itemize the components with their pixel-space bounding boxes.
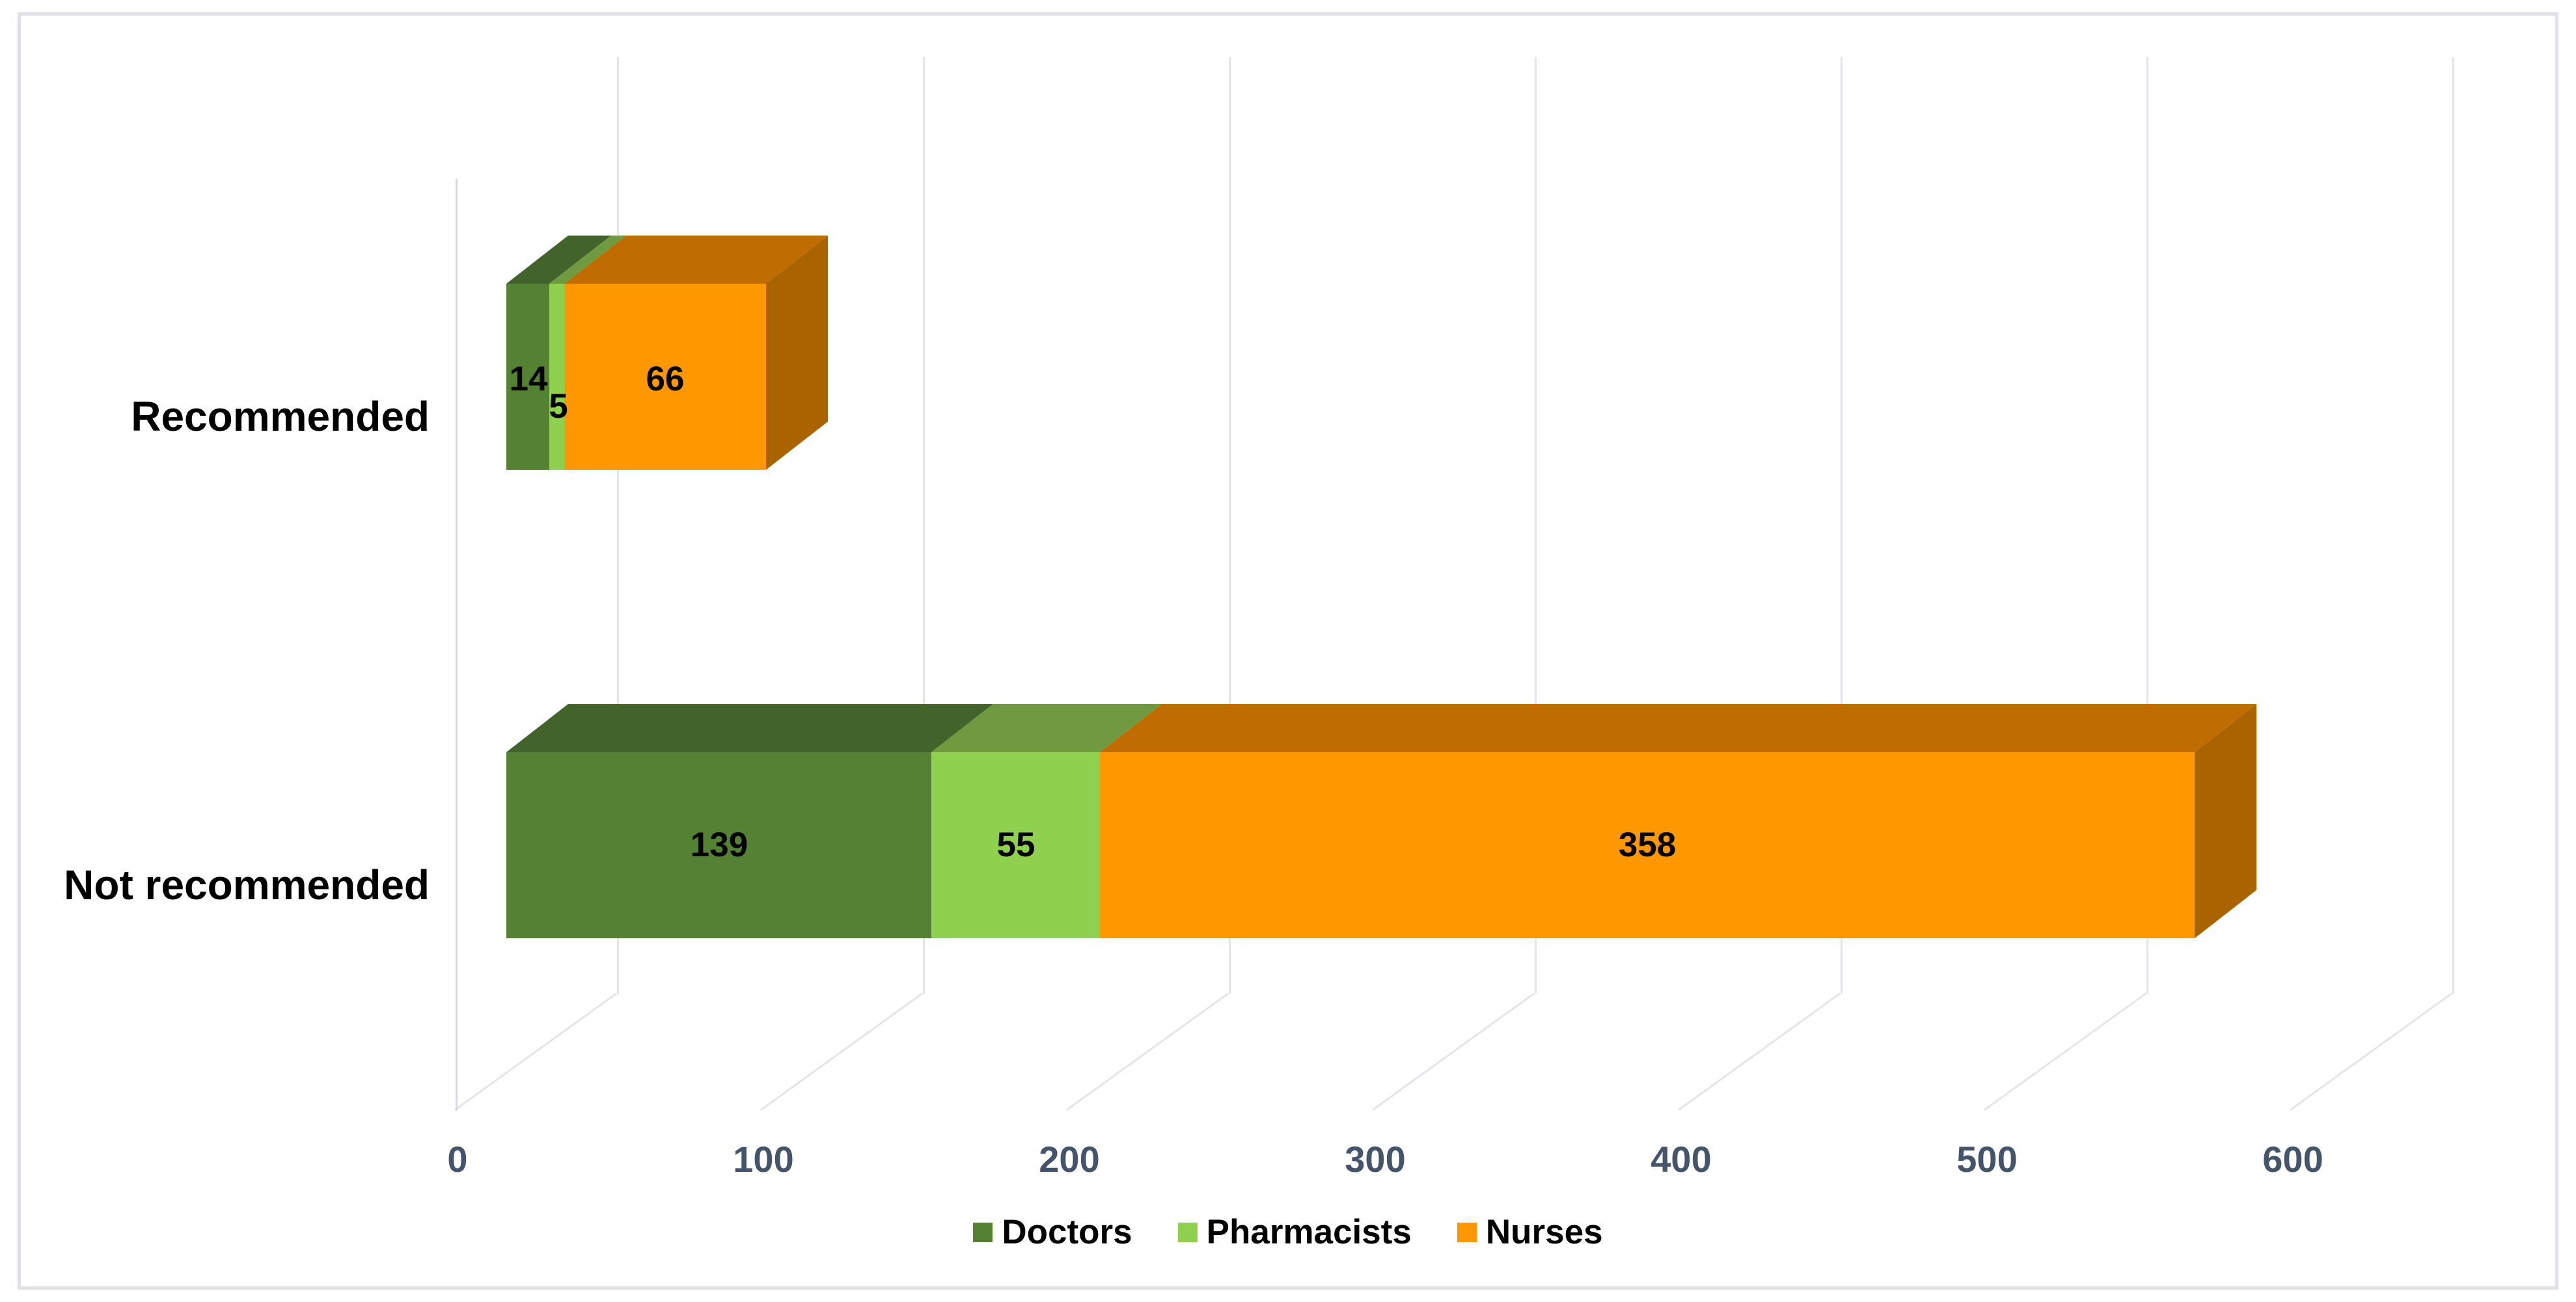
value-label-notrecommended-doctors: 139: [690, 826, 748, 864]
legend-swatch-doctors: [973, 1223, 993, 1242]
legend-label-doctors: Doctors: [1002, 1213, 1132, 1251]
bar-segment-recommended-pharmacists: [549, 284, 564, 470]
axis-tick-600: 600: [2262, 1139, 2323, 1180]
gridline-200: [1229, 57, 1231, 994]
legend-item-doctors: Doctors: [973, 1214, 1132, 1251]
gridline-600: [2452, 57, 2454, 994]
bar-segment-recommended-doctors: [506, 284, 549, 470]
axis-tick-0: 0: [447, 1139, 468, 1180]
chart-border-frame: [18, 12, 2558, 1290]
bar-segment-notrecommended-nurses: [1100, 752, 2195, 938]
value-label-recommended-doctors: 14: [509, 360, 548, 398]
gridline-300: [1535, 57, 1537, 994]
legend-swatch-pharmacists: [1177, 1223, 1198, 1242]
legend: Doctors Pharmacists Nurses: [0, 1214, 2576, 1251]
axis-tick-100: 100: [733, 1139, 794, 1180]
axis-tick-500: 500: [1956, 1139, 2018, 1180]
legend-item-pharmacists: Pharmacists: [1177, 1213, 1412, 1251]
gridline-500: [2146, 57, 2148, 994]
value-label-recommended-nurses: 66: [646, 360, 685, 398]
gridline-0: [617, 57, 619, 994]
bar-top-notrecommended-doctors: [506, 704, 993, 752]
value-label-recommended-pharmacists: 5: [549, 387, 568, 426]
category-label-not-recommended: Not recommended: [64, 861, 430, 908]
bar-segment-notrecommended-doctors: [506, 752, 931, 938]
axis-tick-200: 200: [1039, 1139, 1100, 1180]
gridline-400: [1841, 57, 1843, 994]
axis-tick-400: 400: [1651, 1139, 1712, 1180]
bar-top-notrecommended-nurses: [1100, 704, 2256, 752]
value-label-notrecommended-pharmacists: 55: [996, 826, 1035, 864]
legend-item-nurses: Nurses: [1457, 1214, 1603, 1251]
bar-segment-notrecommended-pharmacists: [931, 752, 1100, 938]
category-label-recommended: Recommended: [131, 393, 430, 440]
legend-swatch-nurses: [1457, 1223, 1477, 1242]
value-label-notrecommended-nurses: 358: [1618, 826, 1677, 864]
axis-tick-300: 300: [1345, 1139, 1406, 1180]
value-axis-front-edge: [456, 179, 458, 1111]
legend-label-nurses: Nurses: [1485, 1213, 1603, 1251]
gridline-100: [923, 57, 925, 994]
bar-segment-recommended-nurses: [564, 284, 766, 470]
legend-label-pharmacists: Pharmacists: [1206, 1213, 1412, 1251]
